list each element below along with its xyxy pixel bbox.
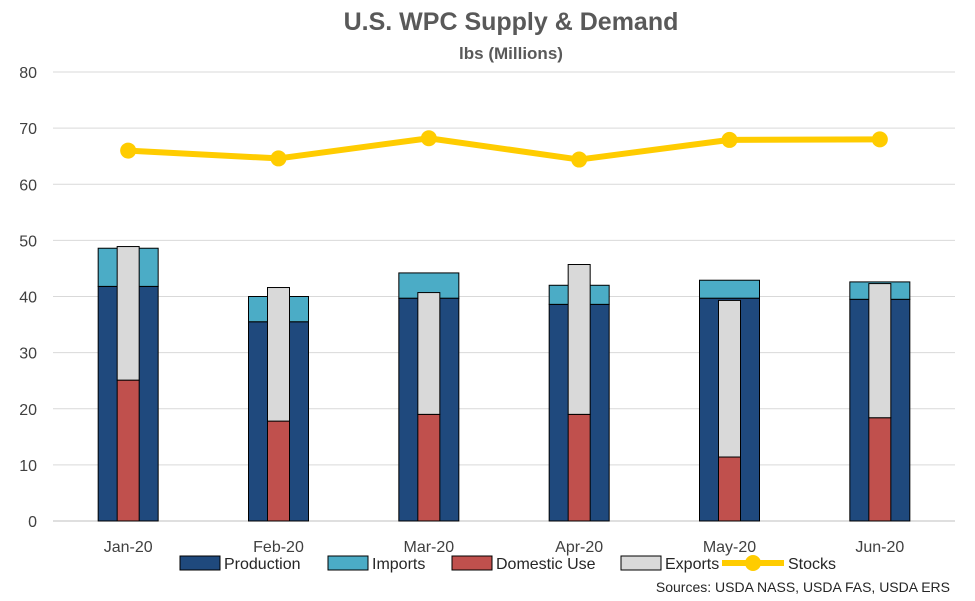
legend-label-production: Production: [224, 556, 301, 573]
bar-domestic-use: [567, 413, 591, 522]
legend: Production Imports Domestic Use Exports Stoc…: [179, 555, 836, 573]
point-stocks: [120, 142, 137, 159]
legend-swatch-exports: [620, 555, 662, 571]
x-tick-label: Jan-20: [104, 539, 153, 556]
bar-exports: [567, 264, 591, 415]
point-stocks: [571, 151, 588, 168]
bar-domestic-use: [417, 413, 441, 522]
point-stocks: [420, 130, 437, 147]
point-stocks: [270, 150, 287, 167]
y-tick-label: 0: [28, 514, 37, 531]
legend-label-domestic-use: Domestic Use: [496, 556, 596, 573]
y-tick-label: 50: [19, 233, 37, 250]
y-tick-label: 20: [19, 402, 37, 419]
y-tick-label: 70: [19, 121, 37, 138]
legend-swatch-domestic-use: [451, 555, 493, 571]
legend-swatch-imports: [327, 555, 369, 571]
bar-exports: [718, 299, 741, 458]
x-tick-label: Apr-20: [555, 539, 603, 556]
bar-exports: [417, 292, 441, 415]
bar-domestic-use: [718, 456, 741, 522]
x-tick-label: Feb-20: [253, 539, 304, 556]
point-stocks: [721, 131, 738, 148]
y-tick-label: 60: [19, 177, 37, 194]
y-tick-label: 30: [19, 346, 37, 363]
bar-layer: [97, 246, 911, 522]
legend-marker-stocks: [745, 555, 761, 571]
bar-domestic-use: [267, 420, 290, 522]
legend-swatch-production: [179, 555, 221, 571]
axis-layer: 0 10 20 30 40 50 60 70 80 Jan-20 Feb-20 Mar-20 Apr-2…: [19, 65, 904, 556]
y-tick-label: 10: [19, 458, 37, 475]
x-tick-label: May-20: [703, 539, 756, 556]
line-stocks: [128, 135, 880, 163]
y-tick-label: 80: [19, 65, 37, 82]
legend-label-imports: Imports: [372, 556, 425, 573]
bar-exports: [868, 283, 892, 419]
bar-domestic-use: [116, 379, 140, 522]
bar-imports: [699, 279, 760, 299]
chart-subtitle: lbs (Millions): [459, 44, 563, 63]
source-note: Sources: USDA NASS, USDA FAS, USDA ERS: [656, 579, 950, 595]
grid-layer: [53, 71, 955, 522]
chart-title: U.S. WPC Supply & Demand: [344, 8, 679, 36]
x-tick-label: Mar-20: [403, 539, 454, 556]
bar-exports: [267, 287, 290, 422]
legend-label-stocks: Stocks: [788, 556, 836, 573]
bar-exports: [116, 246, 140, 381]
bar-domestic-use: [868, 417, 892, 522]
x-tick-label: Jun-20: [855, 539, 904, 556]
point-stocks: [871, 131, 888, 148]
legend-label-exports: Exports: [665, 556, 719, 573]
line-layer: [120, 130, 888, 168]
y-tick-label: 40: [19, 290, 37, 307]
